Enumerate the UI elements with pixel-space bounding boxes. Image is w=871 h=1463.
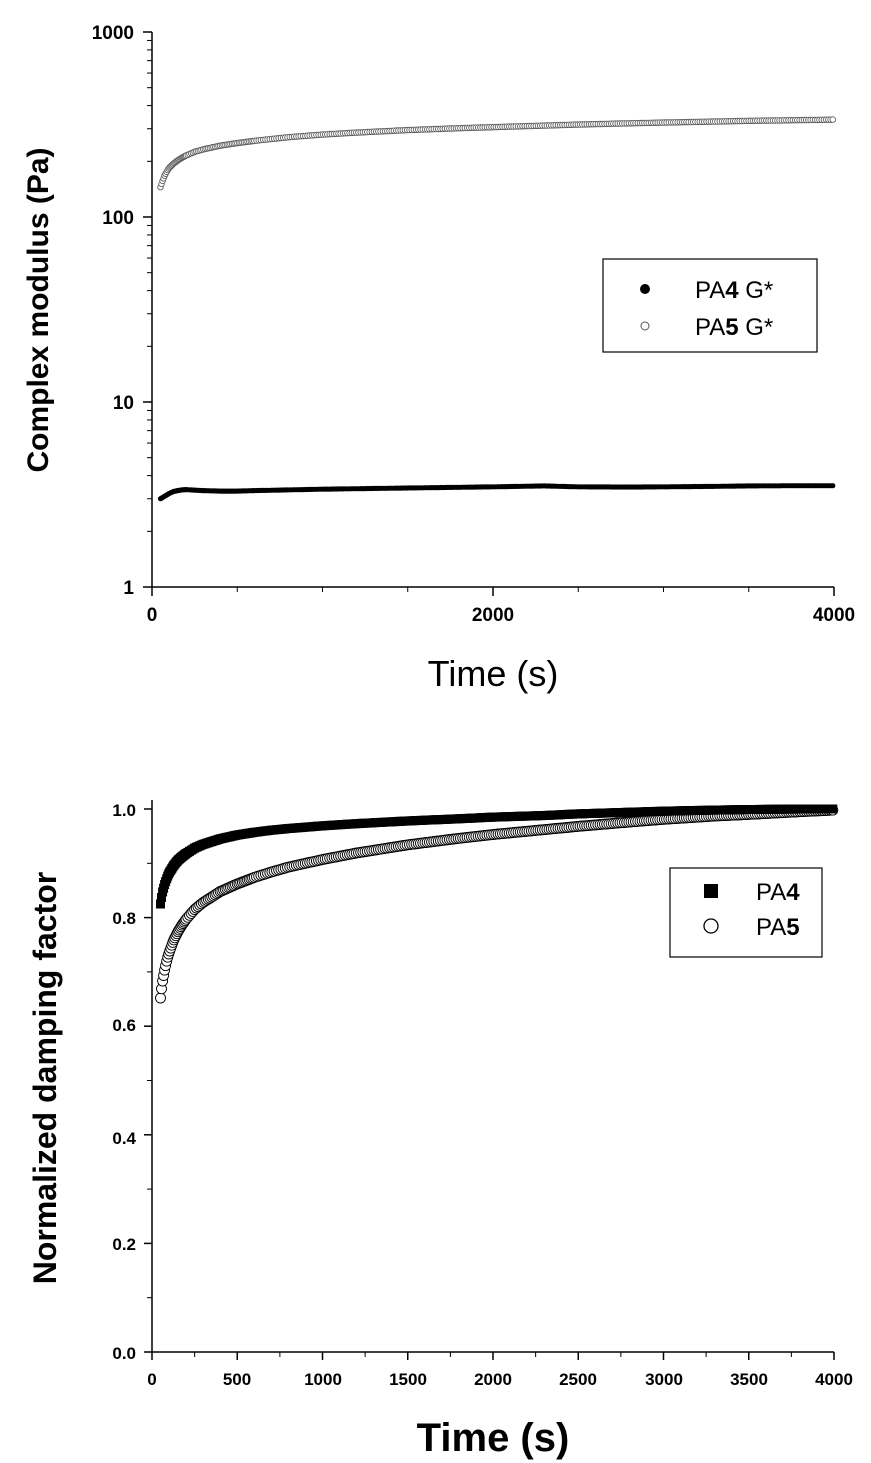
top-y-tick-label: 1 bbox=[123, 578, 134, 599]
top-y-tick-label: 1000 bbox=[92, 23, 134, 44]
top-legend-label-pa4: PA4 G* bbox=[695, 277, 773, 304]
top-legend-marker-pa4 bbox=[640, 284, 650, 294]
bottom-y-axis-title: Normalized damping factor bbox=[27, 872, 63, 1285]
top-series-pa5 bbox=[157, 116, 836, 191]
bottom-ticks bbox=[144, 808, 835, 1360]
top-y-tick-label: 10 bbox=[113, 393, 134, 414]
data-point bbox=[157, 893, 166, 902]
bottom-x-axis-title: Time (s) bbox=[417, 1416, 570, 1460]
bottom-y-tick-label: 0.2 bbox=[112, 1235, 136, 1254]
top-legend: PA4 G* PA5 G* bbox=[602, 258, 818, 353]
bottom-legend-box bbox=[669, 867, 823, 958]
bottom-x-tick-label: 1500 bbox=[389, 1370, 427, 1389]
bottom-chart: 1.0 0.8 0.6 0.4 0.2 0.0 0 500 1000 1500 … bbox=[27, 800, 853, 1460]
top-x-axis-title: Time (s) bbox=[428, 653, 559, 694]
top-y-tick-label: 100 bbox=[102, 208, 134, 229]
bottom-y-tick-label: 0.0 bbox=[112, 1344, 136, 1363]
top-legend-marker-pa5 bbox=[640, 321, 650, 331]
top-x-tick-label: 0 bbox=[147, 605, 158, 626]
top-ticks bbox=[143, 31, 835, 596]
data-point bbox=[155, 992, 166, 1004]
data-point bbox=[156, 899, 165, 909]
top-x-tick-label: 4000 bbox=[813, 605, 855, 626]
bottom-y-tick-label: 1.0 bbox=[112, 801, 136, 820]
data-point bbox=[830, 483, 836, 489]
bottom-x-tick-label: 4000 bbox=[815, 1370, 853, 1389]
bottom-series-pa4 bbox=[156, 804, 838, 909]
bottom-legend-label-pa5: PA5 bbox=[756, 914, 800, 941]
bottom-legend-label-pa4: PA4 bbox=[756, 879, 800, 906]
bottom-x-tick-label: 2500 bbox=[559, 1370, 597, 1389]
top-chart: 1000 100 10 1 0 2000 4000 Time (s) Compl… bbox=[22, 23, 855, 694]
data-point bbox=[829, 116, 836, 123]
bottom-legend-marker-pa4 bbox=[704, 884, 718, 898]
top-x-tick-label: 2000 bbox=[472, 605, 514, 626]
bottom-x-tick-label: 2000 bbox=[474, 1370, 512, 1389]
bottom-x-tick-label: 1000 bbox=[304, 1370, 342, 1389]
data-point bbox=[828, 804, 838, 814]
bottom-legend-marker-pa5 bbox=[703, 918, 719, 934]
top-data-layer bbox=[157, 116, 836, 502]
bottom-x-tick-label: 500 bbox=[223, 1370, 251, 1389]
top-legend-label-pa5: PA5 G* bbox=[695, 314, 773, 341]
bottom-y-tick-label: 0.4 bbox=[112, 1129, 136, 1148]
top-series-pa4 bbox=[157, 483, 836, 502]
bottom-y-tick-label: 0.6 bbox=[112, 1016, 136, 1035]
top-legend-box bbox=[602, 258, 818, 353]
bottom-x-tick-label: 3000 bbox=[645, 1370, 683, 1389]
bottom-y-tick-label: 0.8 bbox=[112, 909, 136, 928]
top-y-axis-title: Complex modulus (Pa) bbox=[22, 147, 55, 472]
bottom-legend: PA4 PA5 bbox=[669, 867, 823, 958]
bottom-x-tick-label: 3500 bbox=[730, 1370, 768, 1389]
bottom-data-layer bbox=[155, 804, 839, 1004]
bottom-x-tick-label: 0 bbox=[147, 1370, 156, 1389]
